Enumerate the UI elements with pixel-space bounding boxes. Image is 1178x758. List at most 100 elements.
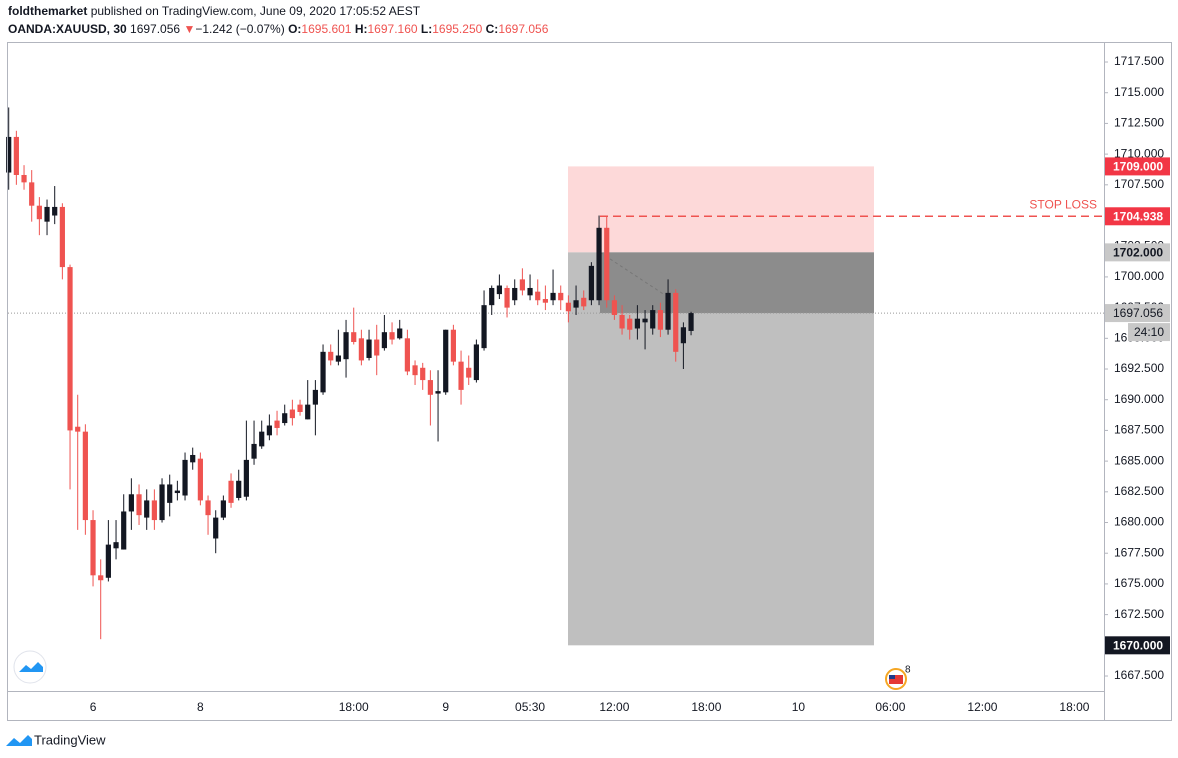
stop-loss-price-label: 1704.938: [1113, 209, 1163, 223]
candle-body: [604, 227, 610, 301]
ohlc-value: 1695.250: [432, 22, 482, 36]
candle-body: [619, 314, 625, 329]
candle-body: [351, 332, 357, 343]
candle-body: [611, 300, 617, 315]
last-price-label: 1697.056: [1113, 306, 1163, 320]
candle-body: [565, 302, 571, 312]
candle-body: [36, 205, 42, 220]
candle-body: [213, 517, 219, 539]
x-tick-label: 18:00: [1059, 700, 1089, 714]
y-tick-label: 1677.500: [1114, 545, 1164, 559]
y-tick-label: 1682.500: [1114, 484, 1164, 498]
y-tick-label: 1700.000: [1114, 269, 1164, 283]
stop-price-label: 1709.000: [1113, 160, 1163, 174]
candle-body: [680, 327, 686, 344]
candle-body: [450, 329, 456, 362]
events-icon: 8: [885, 665, 911, 690]
y-tick-label: 1692.500: [1114, 361, 1164, 375]
candle-body: [481, 305, 487, 349]
frame: [7, 42, 1172, 721]
event-count: 8: [905, 665, 911, 676]
y-tick-label: 1687.500: [1114, 423, 1164, 437]
candle-body: [305, 404, 311, 420]
candle-body: [588, 265, 594, 301]
y-tick-label: 1680.000: [1114, 515, 1164, 529]
x-tick-label: 06:00: [875, 700, 905, 714]
candle-body: [688, 313, 694, 331]
candle-body: [90, 520, 96, 576]
candle-body: [650, 310, 656, 329]
candle-body: [289, 409, 295, 419]
candle-body: [466, 367, 472, 378]
y-tick-label: 1672.500: [1114, 607, 1164, 621]
ohlc-value: 1697.160: [368, 22, 418, 36]
candle-body: [374, 339, 380, 356]
candle-body: [642, 318, 648, 323]
candle-body: [343, 332, 349, 360]
candle-body: [489, 287, 495, 306]
x-tick-label: 18:00: [339, 700, 369, 714]
logo-shape: [19, 662, 43, 672]
candle-body: [44, 206, 50, 222]
candle-body: [627, 318, 633, 330]
candle-body: [29, 182, 35, 206]
change: −1.242 (−0.07%): [195, 22, 284, 36]
ohlc-value: 1697.056: [498, 22, 548, 36]
candle-body: [312, 389, 318, 405]
candle-body: [236, 480, 242, 498]
target-price-label-bg: [1104, 636, 1170, 655]
candle-body: [558, 292, 564, 301]
candle-body: [496, 285, 502, 295]
event-flag: [889, 675, 903, 684]
candle-body: [167, 484, 173, 503]
candle-body: [665, 292, 671, 330]
footer-brand: TradingView: [34, 732, 106, 747]
candle-body: [366, 339, 372, 358]
candle-body: [52, 206, 58, 216]
plot-area: STOP LOSS 6 8 18:00 9 05:30 12:00 18:00 10 06:00 1…: [6, 54, 1170, 714]
candle-body: [228, 480, 234, 503]
candle-body: [420, 367, 426, 381]
candle-body: [473, 344, 479, 381]
countdown-bg: [1128, 323, 1170, 342]
candle-body: [205, 500, 211, 516]
event-flag-canton: [889, 675, 895, 679]
candle-body: [251, 443, 257, 459]
candle-body: [182, 459, 188, 496]
candle-body: [358, 338, 364, 361]
candle-body: [335, 355, 341, 362]
stop-zone: [568, 166, 874, 253]
target-zone: [568, 252, 874, 646]
x-tick-label: 18:00: [691, 700, 721, 714]
stop-loss-price-label-bg: [1104, 207, 1170, 226]
x-tick-label: 9: [442, 700, 449, 714]
y-tick-label: 1715.000: [1114, 85, 1164, 99]
candle-body: [527, 287, 533, 296]
candle-body: [435, 391, 441, 394]
candle-body: [266, 425, 272, 436]
stop-loss-text: STOP LOSS: [1029, 197, 1097, 211]
candle-body: [105, 544, 111, 578]
ohlc-key: H:: [355, 22, 368, 36]
y-tick-label: 1710.000: [1114, 146, 1164, 160]
candle-body: [512, 287, 518, 301]
candle-body: [550, 292, 556, 301]
candle-body: [673, 292, 679, 352]
stop-price-label-bg: [1104, 157, 1170, 176]
y-tick-label: 1685.000: [1114, 453, 1164, 467]
candle-body: [259, 431, 265, 447]
candle-body: [243, 459, 249, 497]
x-tick-label: 12:00: [599, 700, 629, 714]
change-arrow: ▼: [183, 22, 195, 36]
x-tick-label: 10: [792, 700, 806, 714]
candle-body: [174, 490, 180, 494]
candle-body: [581, 297, 587, 307]
candle-body: [320, 351, 326, 393]
candle-body: [634, 318, 640, 329]
candle-body: [136, 494, 142, 516]
last: 1697.056: [130, 22, 180, 36]
candle-body: [159, 484, 165, 521]
x-tick-label: 05:30: [515, 700, 545, 714]
candle-body: [197, 458, 203, 501]
